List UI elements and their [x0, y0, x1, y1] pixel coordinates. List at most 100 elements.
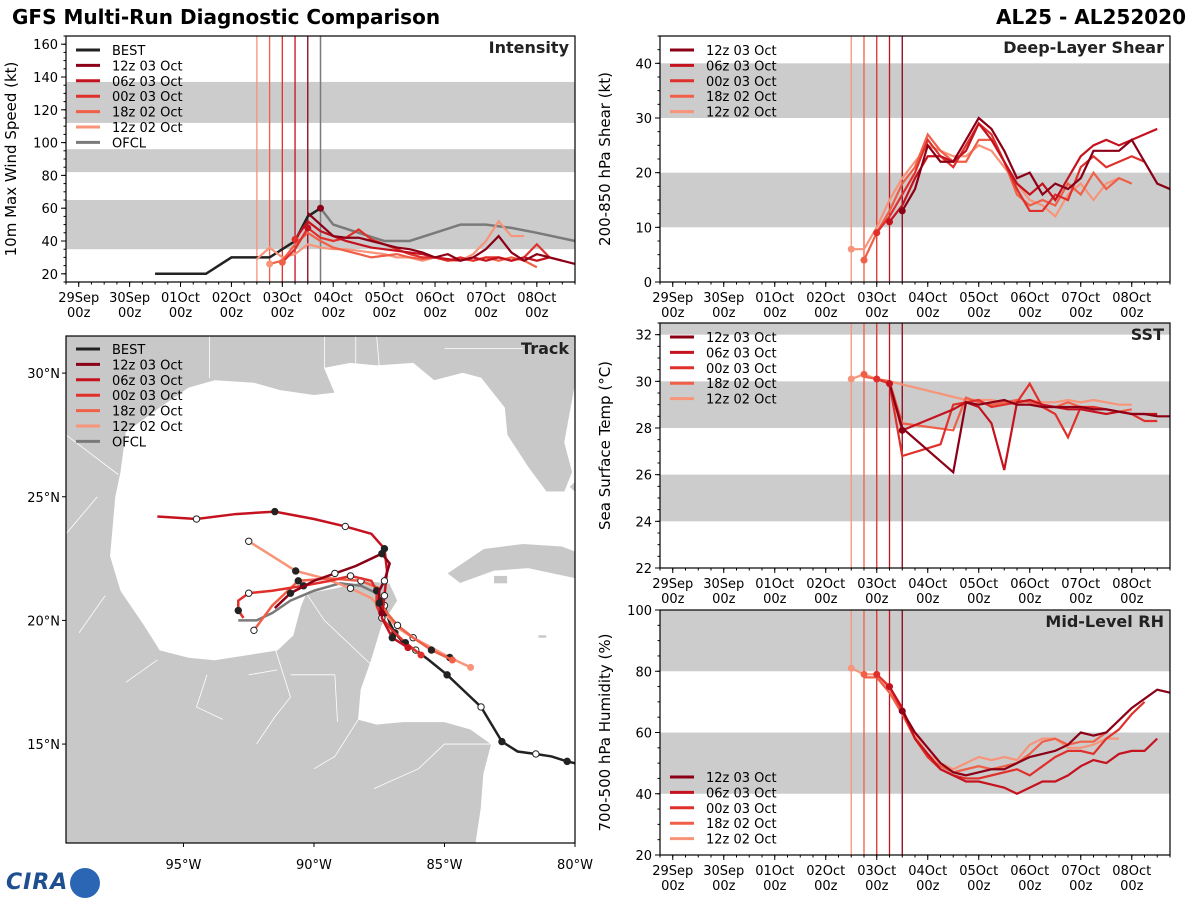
init-marker	[317, 204, 324, 212]
x-tick-label: 02Oct	[212, 291, 251, 306]
border-line	[256, 647, 291, 745]
x-tick-label: 30Sep	[703, 291, 744, 306]
init-marker	[860, 256, 868, 264]
y-axis-label: 200-850 hPa Shear (kt)	[596, 72, 614, 246]
series-line	[307, 212, 576, 266]
legend-label: 12z 02 Oct	[112, 420, 183, 435]
x-tick-label: 03Oct	[857, 291, 896, 306]
panel-title: Intensity	[489, 38, 570, 57]
x-tick-label: 00z	[322, 306, 346, 321]
y-tick-label: 40	[41, 235, 58, 250]
series-line	[888, 686, 1159, 795]
init-marker	[886, 218, 893, 226]
x-tick-label: 08Oct	[1112, 864, 1151, 879]
track-point	[380, 591, 389, 600]
track-point	[245, 537, 253, 545]
x-tick-label: 02Oct	[806, 291, 845, 306]
track-point	[245, 589, 253, 597]
init-marker	[291, 235, 299, 243]
lat-tick-label: 15°N	[27, 738, 60, 753]
x-tick-label: 00z	[967, 592, 991, 607]
border-line	[305, 592, 377, 671]
track-point	[346, 584, 355, 592]
track-point	[532, 750, 540, 758]
x-tick-label: 30Sep	[703, 577, 744, 592]
y-tick-label: 28	[635, 422, 652, 437]
island	[494, 575, 508, 584]
series-line	[888, 383, 1170, 475]
panel-title: Track	[521, 339, 569, 358]
border-line	[376, 336, 380, 366]
x-tick-label: 01Oct	[755, 291, 794, 306]
x-tick-label: 06Oct	[416, 291, 455, 306]
x-tick-label: 06Oct	[1010, 291, 1049, 306]
x-tick-label: 03Oct	[857, 577, 896, 592]
border-line	[373, 743, 492, 789]
border-line	[196, 674, 223, 720]
legend-label: 12z 02 Oct	[112, 121, 183, 136]
y-tick-label: 80	[41, 169, 58, 184]
legend-label: 12z 03 Oct	[112, 358, 183, 373]
x-tick-label: 00z	[169, 306, 193, 321]
border-line	[66, 496, 98, 535]
legend-label: 00z 03 Oct	[112, 90, 183, 105]
track-point	[388, 634, 396, 642]
x-tick-label: 00z	[1120, 879, 1144, 894]
init-marker	[886, 380, 893, 388]
init-marker	[304, 224, 312, 232]
threshold-band	[660, 610, 1170, 672]
legend-label: 12z 03 Oct	[706, 771, 777, 786]
lon-tick-label: 85°W	[427, 858, 463, 873]
init-marker	[860, 370, 868, 378]
x-tick-label: 07Oct	[1061, 291, 1100, 306]
track-start-marker	[417, 651, 425, 659]
init-marker	[873, 670, 881, 678]
track-point	[294, 577, 303, 585]
x-tick-label: 01Oct	[161, 291, 200, 306]
y-tick-label: 24	[635, 515, 652, 530]
border-line	[313, 719, 359, 770]
x-tick-label: 00z	[118, 306, 142, 321]
mainland	[66, 336, 575, 843]
legend-label: 18z 02 Oct	[112, 405, 183, 420]
track-point	[286, 589, 295, 597]
track-point	[250, 626, 258, 635]
y-tick-label: 20	[635, 849, 652, 864]
y-tick-label: 100	[33, 137, 58, 152]
track-point	[375, 599, 383, 607]
x-tick-label: 03Oct	[263, 291, 302, 306]
y-tick-label: 100	[627, 604, 652, 619]
track-point	[292, 567, 300, 575]
init-marker	[278, 258, 286, 266]
globe-icon	[70, 868, 101, 898]
border-line	[78, 595, 106, 634]
axes-frame	[65, 335, 576, 844]
land	[66, 336, 575, 843]
x-tick-label: 29Sep	[58, 291, 99, 306]
logo-text: CIRA	[6, 870, 69, 895]
x-tick-label: 01Oct	[755, 864, 794, 879]
legend-label: 12z 03 Oct	[706, 44, 777, 59]
legend-label: 06z 03 Oct	[706, 346, 777, 361]
y-tick-label: 120	[33, 104, 58, 119]
lon-tick-label: 95°W	[166, 858, 202, 873]
x-tick-label: 30Sep	[109, 291, 150, 306]
legend-label: 18z 02 Oct	[706, 817, 777, 832]
x-tick-label: 07Oct	[466, 291, 505, 306]
lat-tick-label: 20°N	[27, 614, 60, 629]
lon-tick-label: 90°W	[296, 858, 332, 873]
x-tick-label: 00z	[1069, 592, 1093, 607]
x-tick-label: 00z	[220, 306, 244, 321]
x-tick-label: 00z	[474, 306, 498, 321]
x-tick-label: 00z	[916, 306, 940, 321]
x-tick-label: 04Oct	[314, 291, 353, 306]
x-tick-label: 04Oct	[908, 577, 947, 592]
series-line	[888, 121, 1158, 223]
threshold-band	[660, 172, 1170, 228]
lat-tick-label: 30°N	[27, 367, 60, 382]
x-tick-label: 00z	[814, 306, 838, 321]
y-tick-label: 80	[635, 665, 652, 680]
x-tick-label: 06Oct	[1010, 864, 1049, 879]
panel-title: SST	[1131, 325, 1164, 344]
x-tick-label: 29Sep	[652, 577, 693, 592]
